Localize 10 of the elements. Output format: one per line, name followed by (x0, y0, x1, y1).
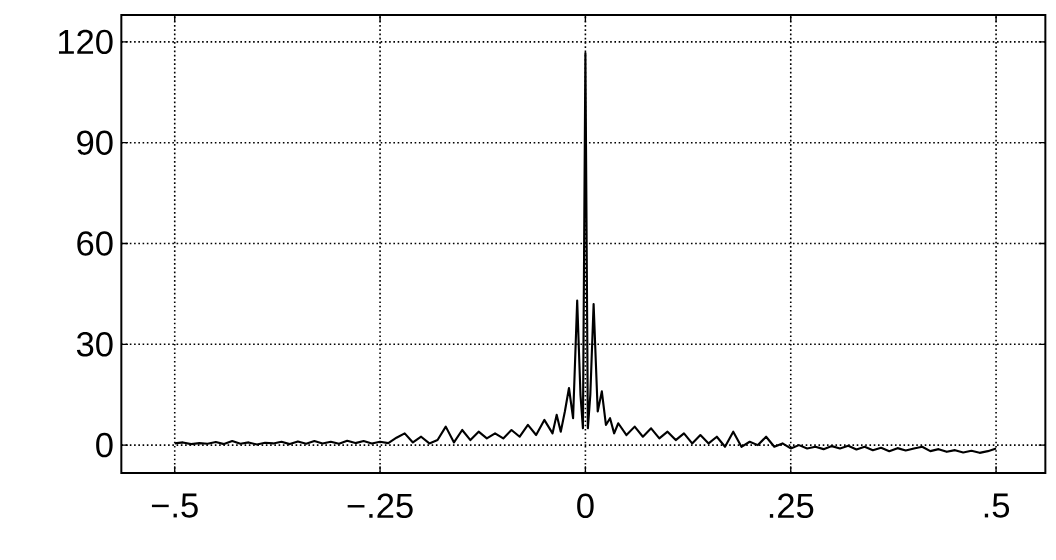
y-tick-label: 60 (77, 231, 113, 256)
y-tick-label: 90 (77, 130, 113, 155)
y-tick-label: 30 (76, 332, 113, 357)
y-tick-label: 120 (58, 29, 113, 55)
x-tick-label: .5 (984, 493, 1010, 518)
x-tick-label: .25 (769, 493, 814, 519)
y-tick-label: 0 (96, 432, 113, 458)
x-tick-label: −.5 (151, 493, 198, 518)
x-tick-label: 0 (577, 493, 594, 519)
x-tick-label: −.25 (347, 493, 413, 519)
